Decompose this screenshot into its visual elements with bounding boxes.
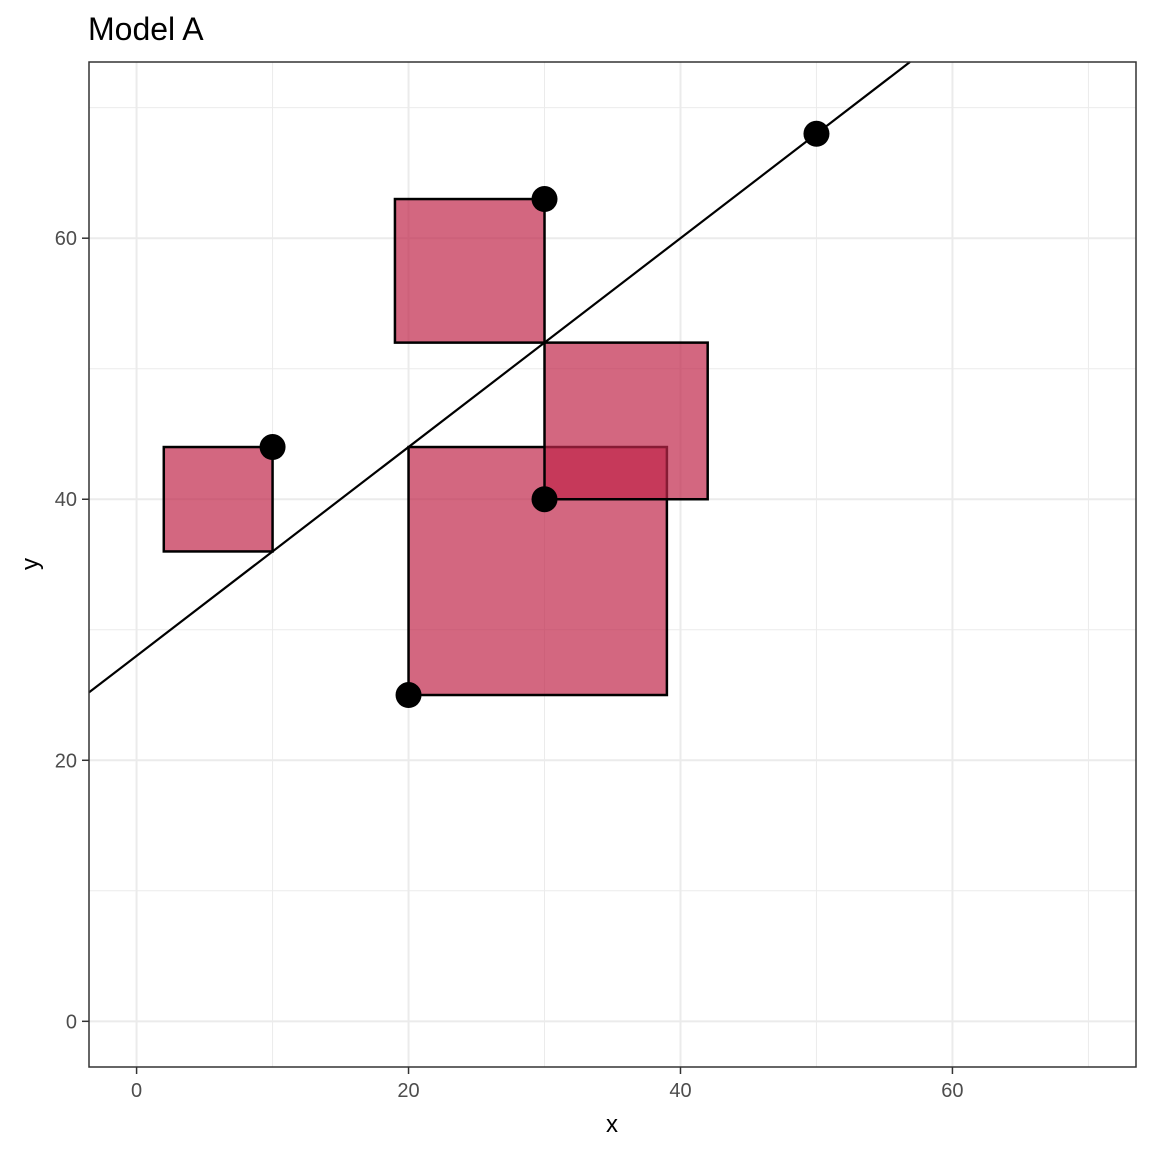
y-tick-label: 20 — [55, 750, 77, 772]
chart-title: Model A — [88, 11, 204, 47]
x-axis-title: x — [606, 1111, 618, 1138]
y-tick-label: 0 — [66, 1011, 77, 1033]
axis-ticks: 0 20 40 60 0 20 40 60 — [55, 228, 964, 1102]
x-tick-label: 60 — [941, 1080, 963, 1102]
plot-border — [88, 61, 1137, 1068]
y-tick-label: 40 — [55, 489, 77, 511]
residual-square — [543, 341, 709, 501]
data-point — [803, 120, 830, 147]
data-point — [395, 682, 422, 709]
fit-line-group — [88, 61, 911, 694]
data-point — [531, 186, 558, 213]
x-tick-label: 40 — [669, 1080, 691, 1102]
y-axis-title: y — [17, 558, 44, 570]
residual-square — [393, 197, 546, 344]
residual-square — [162, 445, 274, 553]
x-tick-label: 0 — [131, 1080, 142, 1102]
data-point — [531, 486, 558, 513]
x-tick-label: 20 — [397, 1080, 419, 1102]
data-points — [259, 120, 830, 709]
y-tick-label: 60 — [55, 228, 77, 250]
data-point — [259, 434, 286, 461]
fit-line — [88, 61, 911, 694]
